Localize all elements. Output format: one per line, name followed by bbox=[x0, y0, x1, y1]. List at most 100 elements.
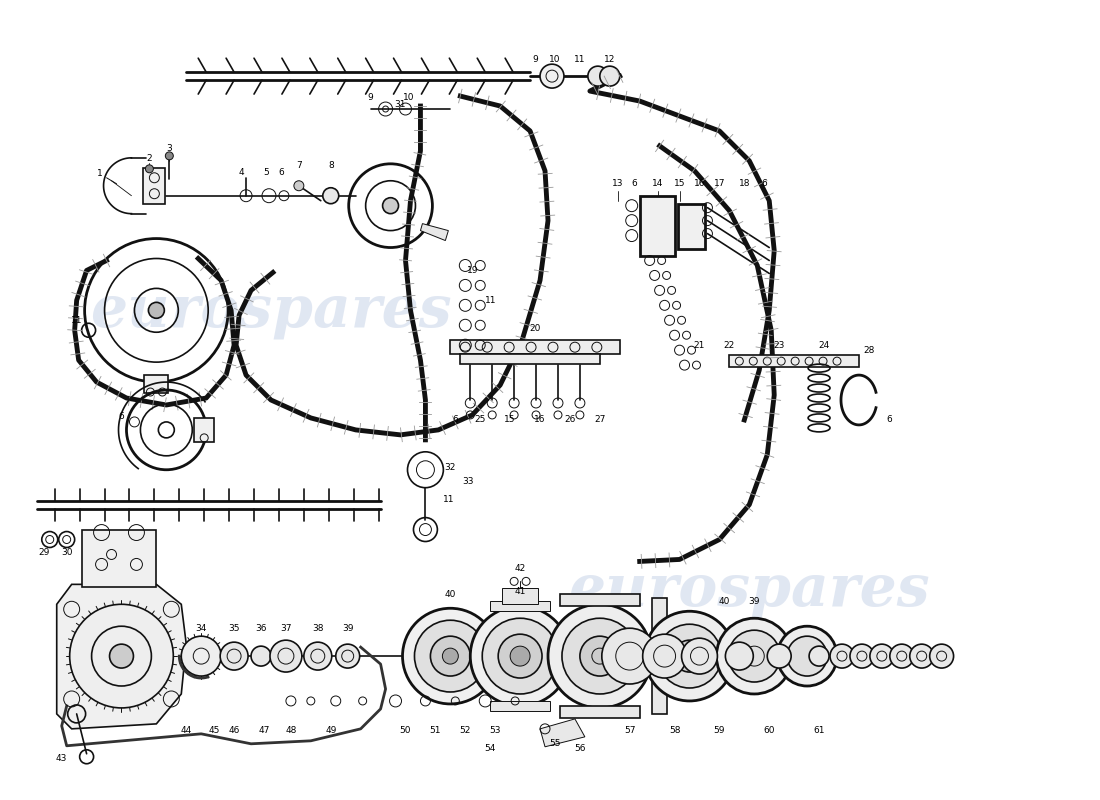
Bar bbox=[491, 602, 550, 611]
Text: 32: 32 bbox=[444, 463, 456, 472]
Text: 20: 20 bbox=[529, 324, 541, 333]
Text: 33: 33 bbox=[462, 478, 474, 486]
Text: 25: 25 bbox=[474, 415, 486, 425]
Text: 38: 38 bbox=[312, 624, 323, 633]
Text: 39: 39 bbox=[342, 624, 353, 633]
Circle shape bbox=[682, 638, 717, 674]
Text: 51: 51 bbox=[430, 726, 441, 735]
Text: 43: 43 bbox=[56, 754, 67, 763]
Text: 22: 22 bbox=[724, 341, 735, 350]
Text: 56: 56 bbox=[574, 744, 585, 754]
Text: 1: 1 bbox=[97, 170, 102, 178]
Text: 40: 40 bbox=[444, 590, 456, 599]
Circle shape bbox=[910, 644, 934, 668]
Polygon shape bbox=[420, 224, 449, 241]
Text: 5: 5 bbox=[263, 168, 268, 178]
Circle shape bbox=[322, 188, 339, 204]
Text: 19: 19 bbox=[466, 266, 478, 275]
Text: 11: 11 bbox=[484, 296, 496, 305]
Circle shape bbox=[110, 644, 133, 668]
Bar bbox=[678, 204, 705, 249]
Text: 50: 50 bbox=[399, 726, 411, 735]
Circle shape bbox=[148, 302, 164, 318]
Circle shape bbox=[270, 640, 301, 672]
Circle shape bbox=[383, 198, 398, 214]
Text: 44: 44 bbox=[180, 726, 191, 735]
Text: 37: 37 bbox=[280, 624, 292, 633]
Text: 53: 53 bbox=[490, 726, 500, 735]
Circle shape bbox=[562, 618, 638, 694]
Polygon shape bbox=[540, 719, 585, 746]
Circle shape bbox=[145, 165, 153, 173]
Text: 6: 6 bbox=[631, 179, 638, 188]
Text: eurospares: eurospares bbox=[569, 561, 931, 618]
Text: 31: 31 bbox=[395, 99, 406, 109]
Text: 12: 12 bbox=[604, 54, 616, 64]
Text: 13: 13 bbox=[612, 179, 624, 188]
Circle shape bbox=[645, 611, 735, 701]
Text: 48: 48 bbox=[285, 726, 297, 735]
Text: 29: 29 bbox=[39, 548, 50, 557]
Bar bbox=[195, 418, 214, 442]
Circle shape bbox=[498, 634, 542, 678]
Text: 28: 28 bbox=[864, 346, 874, 354]
Text: 34: 34 bbox=[196, 624, 207, 633]
Polygon shape bbox=[57, 584, 186, 729]
Bar bbox=[560, 706, 640, 718]
Text: 55: 55 bbox=[549, 739, 561, 748]
Text: 16: 16 bbox=[535, 415, 546, 425]
Text: 11: 11 bbox=[574, 54, 585, 64]
Text: 6: 6 bbox=[452, 415, 459, 425]
Circle shape bbox=[580, 636, 619, 676]
Bar bbox=[651, 598, 667, 714]
Text: 54: 54 bbox=[484, 744, 496, 754]
Text: 45: 45 bbox=[209, 726, 220, 735]
Circle shape bbox=[587, 66, 608, 86]
Circle shape bbox=[304, 642, 332, 670]
Text: 35: 35 bbox=[229, 624, 240, 633]
Circle shape bbox=[69, 604, 174, 708]
Circle shape bbox=[870, 644, 894, 668]
Circle shape bbox=[251, 646, 271, 666]
Text: 36: 36 bbox=[255, 624, 267, 633]
Text: 23: 23 bbox=[773, 341, 785, 350]
Circle shape bbox=[830, 644, 854, 668]
Text: 9: 9 bbox=[367, 93, 374, 102]
Circle shape bbox=[890, 644, 914, 668]
Text: 61: 61 bbox=[813, 726, 825, 735]
Circle shape bbox=[510, 646, 530, 666]
Circle shape bbox=[600, 66, 619, 86]
Text: 21: 21 bbox=[694, 341, 705, 350]
Circle shape bbox=[336, 644, 360, 668]
Bar bbox=[491, 701, 550, 711]
Circle shape bbox=[602, 628, 658, 684]
Circle shape bbox=[482, 618, 558, 694]
Circle shape bbox=[642, 634, 686, 678]
Text: 60: 60 bbox=[763, 726, 776, 735]
Text: 41: 41 bbox=[515, 587, 526, 596]
Bar bbox=[450, 340, 619, 354]
Circle shape bbox=[442, 648, 459, 664]
Circle shape bbox=[430, 636, 471, 676]
Text: 40: 40 bbox=[718, 597, 730, 606]
Text: 6: 6 bbox=[119, 413, 124, 422]
Text: 9: 9 bbox=[532, 54, 538, 64]
Bar bbox=[503, 588, 538, 604]
Text: 3: 3 bbox=[166, 144, 173, 154]
Text: 47: 47 bbox=[258, 726, 270, 735]
Text: 10: 10 bbox=[403, 93, 415, 102]
Text: 26: 26 bbox=[564, 415, 575, 425]
Circle shape bbox=[403, 608, 498, 704]
Circle shape bbox=[788, 636, 827, 676]
Circle shape bbox=[930, 644, 954, 668]
Circle shape bbox=[673, 640, 705, 672]
Text: 27: 27 bbox=[594, 415, 605, 425]
Circle shape bbox=[592, 648, 608, 664]
Circle shape bbox=[810, 646, 829, 666]
Text: 11: 11 bbox=[70, 316, 82, 325]
Text: 49: 49 bbox=[326, 726, 337, 735]
Text: 14: 14 bbox=[652, 179, 663, 188]
Text: 6: 6 bbox=[761, 179, 767, 188]
Text: eurospares: eurospares bbox=[90, 282, 452, 338]
Bar bbox=[143, 168, 165, 204]
